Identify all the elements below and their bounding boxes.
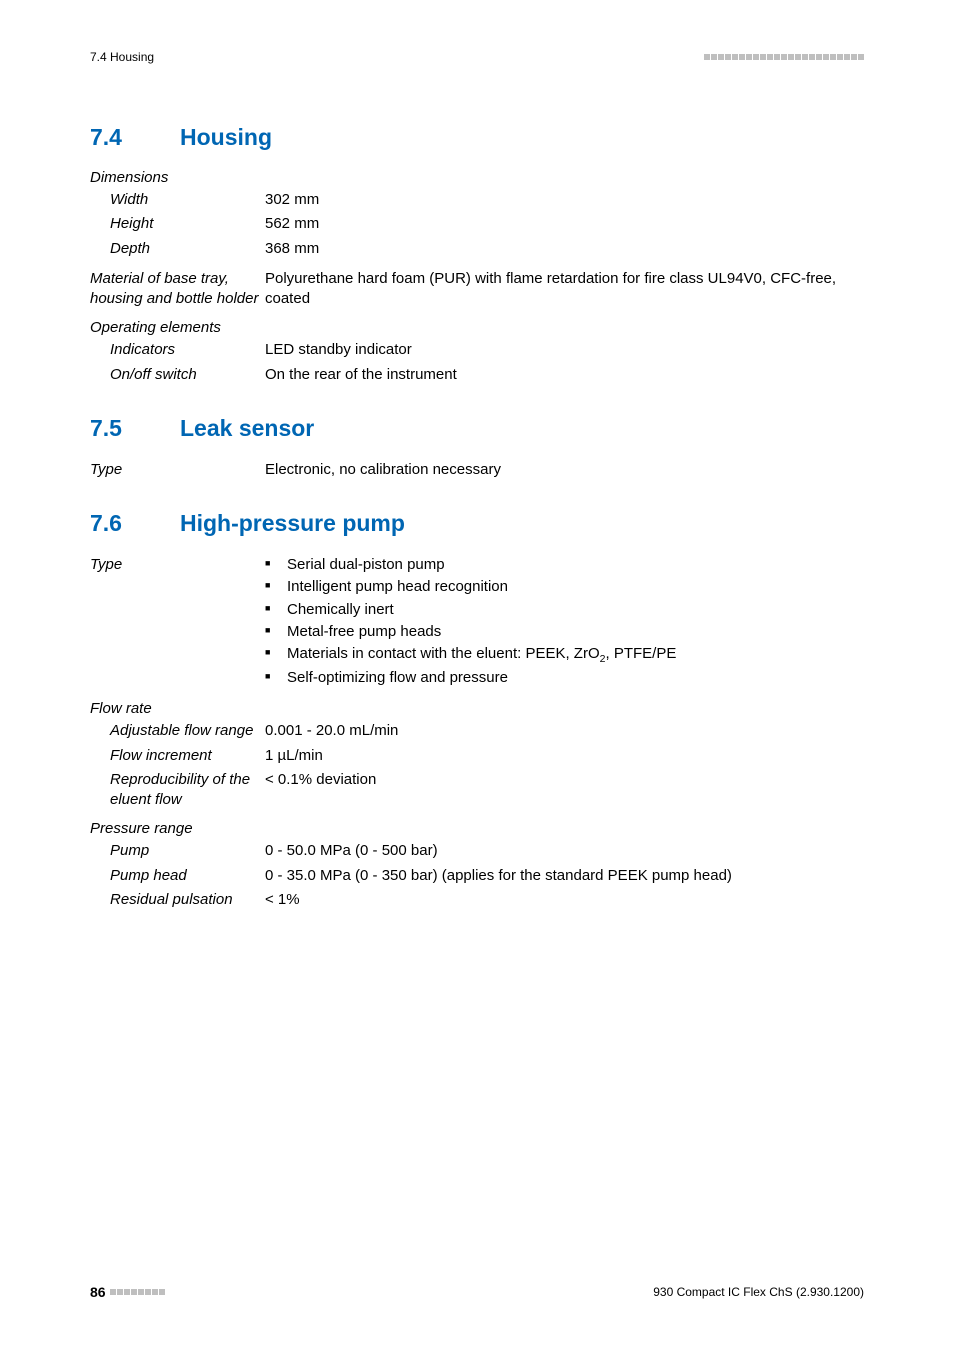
spec-row: Indicators LED standby indicator [90,340,864,360]
footer-left: 86 [90,1284,165,1300]
spec-value: On the rear of the instrument [265,365,864,385]
spec-value: 302 mm [265,190,864,210]
footer-dots [110,1289,165,1295]
section-number: 7.6 [90,510,180,537]
section-name: Housing [180,124,272,150]
spec-value: 0 - 35.0 MPa (0 - 350 bar) (applies for … [265,866,864,886]
section-name: High-pressure pump [180,510,405,536]
spec-row: Type Electronic, no calibration necessar… [90,460,864,480]
pressure-range-label: Pressure range [90,820,864,837]
spec-row: Width 302 mm [90,190,864,210]
list-item: Self-optimizing flow and pressure [265,668,864,688]
header-dots [704,54,864,60]
spec-row: On/off switch On the rear of the instrum… [90,365,864,385]
spec-label: Pump head [90,866,265,886]
section-name: Leak sensor [180,415,314,441]
header-section-ref: 7.4 Housing [90,50,154,64]
spec-row: Material of base tray, housing and bottl… [90,269,864,310]
spec-row: Reproducibility of the eluent flow < 0.1… [90,770,864,811]
spec-row: Pump head 0 - 35.0 MPa (0 - 350 bar) (ap… [90,866,864,886]
spec-value: 0.001 - 20.0 mL/min [265,721,864,741]
spec-value: 1 µL/min [265,746,864,766]
spec-row: Flow increment 1 µL/min [90,746,864,766]
section-title-pump: 7.6High-pressure pump [90,510,864,537]
list-item: Metal-free pump heads [265,622,864,642]
page-footer: 86 930 Compact IC Flex ChS (2.930.1200) [90,1284,864,1300]
spec-label: Flow increment [90,746,265,766]
spec-value: 0 - 50.0 MPa (0 - 500 bar) [265,841,864,861]
spec-value: 562 mm [265,214,864,234]
spec-value: LED standby indicator [265,340,864,360]
spec-label: Type [90,460,265,480]
list-item: Chemically inert [265,600,864,620]
page-number: 86 [90,1284,106,1300]
section-number: 7.5 [90,415,180,442]
section-title-leak: 7.5Leak sensor [90,415,864,442]
spec-row: Type Serial dual-piston pump Intelligent… [90,555,864,690]
spec-label: On/off switch [90,365,265,385]
spec-label: Indicators [90,340,265,360]
spec-value: Electronic, no calibration necessary [265,460,864,480]
spec-label: Type [90,555,265,690]
type-bullet-list: Serial dual-piston pump Intelligent pump… [265,555,864,688]
spec-label: Pump [90,841,265,861]
spec-label: Adjustable flow range [90,721,265,741]
spec-row: Residual pulsation < 1% [90,890,864,910]
section-number: 7.4 [90,124,180,151]
operating-elements-label: Operating elements [90,319,864,336]
list-item: Intelligent pump head recognition [265,577,864,597]
spec-value: Polyurethane hard foam (PUR) with flame … [265,269,864,310]
page-header: 7.4 Housing [90,50,864,64]
spec-label: Depth [90,239,265,259]
flowrate-label: Flow rate [90,700,864,717]
spec-label: Height [90,214,265,234]
spec-value: < 0.1% deviation [265,770,864,811]
spec-row: Adjustable flow range 0.001 - 20.0 mL/mi… [90,721,864,741]
spec-row: Height 562 mm [90,214,864,234]
spec-row: Pump 0 - 50.0 MPa (0 - 500 bar) [90,841,864,861]
section-title-housing: 7.4Housing [90,124,864,151]
dimensions-label: Dimensions [90,169,864,186]
spec-label: Reproducibility of the eluent flow [90,770,265,811]
spec-label: Width [90,190,265,210]
spec-label: Material of base tray, housing and bottl… [90,269,265,310]
spec-label: Residual pulsation [90,890,265,910]
spec-value: < 1% [265,890,864,910]
footer-product: 930 Compact IC Flex ChS (2.930.1200) [653,1285,864,1299]
spec-row: Depth 368 mm [90,239,864,259]
spec-value: 368 mm [265,239,864,259]
list-item: Serial dual-piston pump [265,555,864,575]
spec-value: Serial dual-piston pump Intelligent pump… [265,555,864,690]
list-item: Materials in contact with the eluent: PE… [265,644,864,666]
